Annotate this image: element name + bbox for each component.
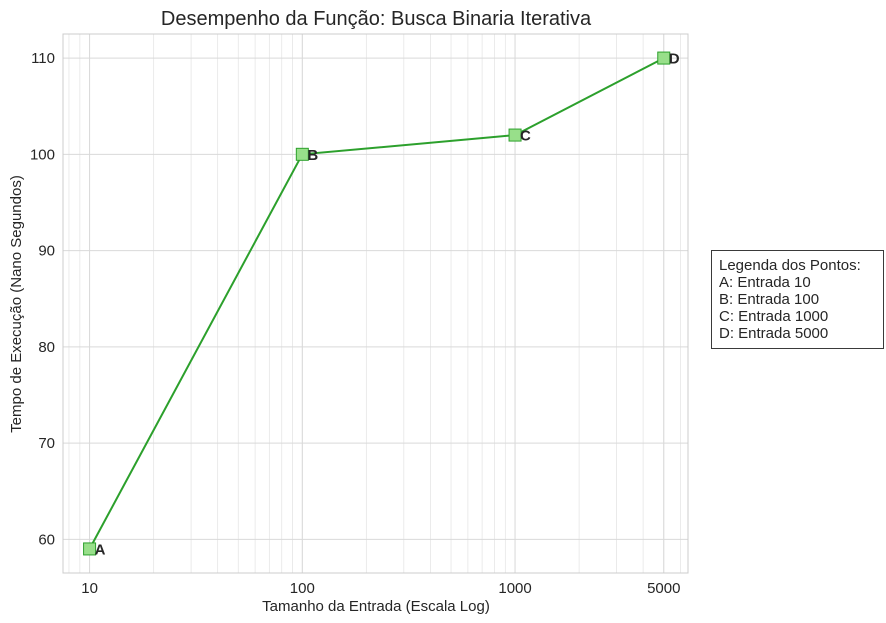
data-point-marker [295,147,309,161]
legend: Legenda dos Pontos: A: Entrada 10 B: Ent… [711,250,884,349]
legend-item: D: Entrada 5000 [719,325,829,342]
data-point-marker [657,51,671,65]
data-point-label: B [307,147,318,164]
data-point-label: D [669,51,680,68]
data-point-marker [508,128,522,142]
data-point-label: A [95,541,106,558]
y-tick-label: 110 [31,50,55,67]
series-layer: A B C D [83,51,680,558]
legend-item: C: Entrada 1000 [719,308,829,325]
y-tick-label: 70 [38,435,55,452]
y-tick-label: 100 [30,146,55,163]
x-tick-label: 5000 [647,580,680,597]
x-tick-label: 1000 [498,580,531,597]
y-axis-ticks: 60 70 80 90 100 110 [30,50,55,548]
x-tick-label: 10 [81,580,98,597]
legend-item: B: Entrada 100 [719,291,820,308]
series-line [88,57,665,550]
chart-title: Desempenho da Função: Busca Binaria Iter… [161,8,592,30]
y-tick-label: 80 [38,339,55,356]
y-tick-label: 90 [38,243,55,260]
data-point-marker [83,542,97,556]
x-axis-label: Tamanho da Entrada (Escala Log) [262,598,490,615]
legend-title: Legenda dos Pontos: [719,257,861,274]
grid-lines [63,34,688,573]
y-tick-label: 60 [38,531,55,548]
x-tick-label: 100 [290,580,315,597]
plot-area-frame [62,33,689,574]
x-axis-ticks: 10 100 1000 5000 [81,580,680,597]
data-point-label: C [520,128,531,145]
y-axis-label: Tempo de Execução (Nano Segundos) [8,175,25,433]
legend-item: A: Entrada 10 [719,274,811,291]
